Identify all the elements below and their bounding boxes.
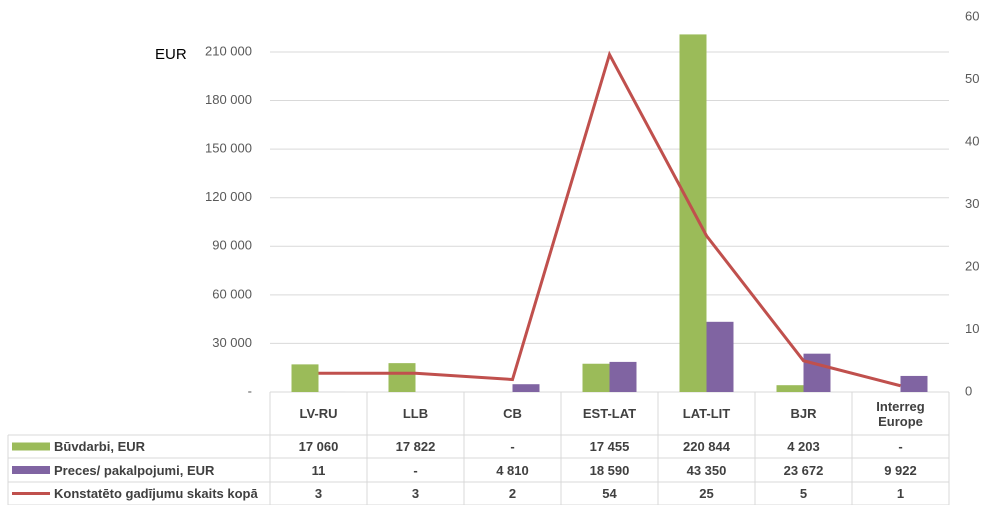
y-tick-label: 180 000 [205,92,252,107]
bar [291,364,319,392]
legend-swatch [12,466,50,474]
legend-label: Būvdarbi, EUR [54,439,146,454]
bar [776,385,804,392]
legend-label: Konstatēto gadījumu skaits kopā [54,486,258,501]
y2-tick-label: 60 [965,8,979,23]
table-value: 43 350 [686,462,727,478]
table-value: 1 [896,486,905,501]
y-tick-label: 30 000 [212,335,252,350]
legend-swatch [12,442,50,451]
y2-tick-label: 50 [965,71,979,86]
y-tick-label: 210 000 [205,43,252,58]
table-value: 3 [411,486,420,501]
table-value: 17 060 [298,439,339,454]
bar [609,361,637,392]
y-tick-label: 150 000 [205,141,252,156]
category-label: LV-RU [270,392,367,435]
bar [582,363,610,392]
y2-tick-label: 30 [965,196,979,211]
y-tick-label: 90 000 [212,238,252,253]
bar [512,384,540,392]
category-label: CB [464,392,561,435]
table-value: 11 [311,462,326,478]
category-label: BJR [755,392,852,435]
y-tick-label: 120 000 [205,189,252,204]
y-tick-label: 60 000 [212,286,252,301]
table-value: 18 590 [589,462,630,478]
table-value: 17 822 [395,439,436,454]
table-value: 3 [314,486,323,501]
y2-tick-label: 0 [965,383,972,398]
table-value: 23 672 [783,462,824,478]
table-value: 2 [508,486,517,501]
bar [388,363,416,392]
table-value: 54 [602,486,617,501]
y2-tick-label: 40 [965,133,979,148]
bar [706,321,734,392]
category-label: Interreg Europe [852,392,949,435]
category-label-text: LV-RU [299,406,338,421]
line [318,50,901,388]
table-value: 4 203 [787,439,820,454]
bar [900,375,928,392]
y-axis-label: EUR [155,46,187,63]
y2-tick-label: 20 [965,258,979,273]
category-label-text: LLB [402,406,429,421]
table-value: 4 810 [496,462,529,478]
legend-label: Preces/ pakalpojumi, EUR [54,462,215,478]
table-value: 17 455 [589,439,630,454]
category-label-text: LAT-LIT [682,406,731,421]
category-label: LAT-LIT [658,392,755,435]
bar [803,353,831,392]
table-value: 25 [699,486,714,501]
category-label: EST-LAT [561,392,658,435]
category-label-text: Interreg Europe [876,398,925,429]
table-value: 5 [799,486,808,501]
y-tick-label: - [248,383,252,398]
table-value: - [413,462,418,478]
category-label: LLB [367,392,464,435]
y2-tick-label: 10 [965,321,979,336]
table-value: 9 922 [884,462,917,478]
table-value: 220 844 [683,439,730,454]
table-value: - [510,439,515,454]
table-value: - [898,439,903,454]
category-label-text: CB [503,406,522,421]
category-label-text: BJR [790,406,817,421]
category-label-text: EST-LAT [582,406,637,421]
